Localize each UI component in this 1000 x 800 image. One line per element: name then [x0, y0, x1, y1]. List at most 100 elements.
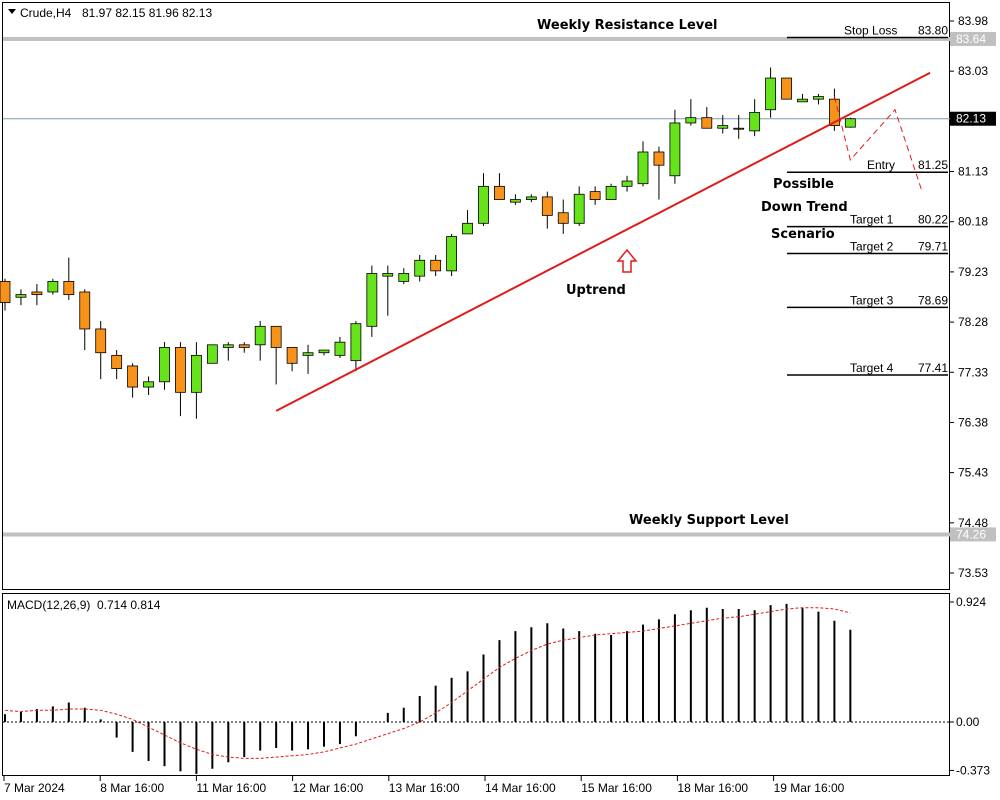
x-tick-label: 14 Mar 16:00: [485, 781, 556, 795]
candle-body: [573, 193, 585, 224]
x-tick-label: 11 Mar 16:00: [196, 781, 266, 795]
candle-body: [478, 185, 489, 224]
candle-body: [509, 199, 521, 203]
candle-body: [589, 191, 601, 200]
candle-body: [462, 222, 473, 235]
macd-tick-label: 0.924: [956, 595, 986, 609]
candle-body: [701, 117, 713, 129]
y-tick-label: 73.53: [958, 566, 988, 580]
y-tick-label: 83.03: [958, 64, 988, 78]
candle-body: [31, 291, 43, 296]
candle-body: [254, 325, 266, 346]
y-tick-label: 77.33: [958, 365, 988, 379]
y-tick-label: 78.28: [958, 315, 988, 329]
symbol-label: Crude,H4: [20, 6, 72, 20]
candle-body: [398, 273, 410, 282]
target-2-label: Target 2: [850, 240, 894, 254]
collapse-triangle-icon[interactable]: [8, 9, 16, 14]
candle-body: [541, 196, 553, 216]
candle-body: [238, 344, 250, 348]
candle-body: [717, 125, 729, 129]
resistance-line-price-label: 83.64: [956, 32, 986, 46]
candle-body: [159, 347, 170, 383]
macd-tick-label: -0.373: [956, 763, 990, 777]
candle-body: [605, 185, 617, 200]
candle-body: [15, 294, 27, 298]
candle-body: [382, 273, 394, 277]
macd-values: 0.714 0.814: [97, 598, 161, 612]
candle-body: [749, 111, 761, 132]
y-tick-label: 75.43: [958, 466, 988, 480]
support-line-price-tag: [950, 527, 996, 542]
x-tick-label: 15 Mar 16:00: [581, 781, 652, 795]
up-arrow-icon: [616, 248, 638, 273]
support-line-price-label: 74.26: [956, 527, 986, 541]
y-tick-label: 74.48: [958, 516, 988, 530]
main-pane-frame: [2, 2, 950, 590]
projected-path: [833, 96, 923, 192]
candle-body: [494, 185, 505, 200]
candle-body: [143, 381, 154, 388]
support-label: Weekly Support Level: [629, 513, 789, 528]
candle-body: [111, 354, 123, 369]
x-tick-label: 7 Mar 2024: [4, 781, 65, 795]
candle-body: [765, 77, 776, 111]
candle-body: [653, 151, 665, 166]
scenario-line-3: Scenario: [771, 227, 835, 242]
candle-body: [781, 77, 792, 100]
macd-title: MACD(12,26,9): [7, 598, 90, 612]
candle-body: [844, 118, 856, 128]
y-tick-label: 79.23: [958, 265, 988, 279]
candle-body: [0, 281, 11, 303]
candle-body: [430, 259, 442, 272]
x-tick-label: 19 Mar 16:00: [774, 781, 845, 795]
target-3-price: 78.69: [918, 293, 948, 307]
candle-body: [813, 96, 824, 100]
candle-body: [525, 196, 537, 200]
candle-body: [685, 117, 697, 124]
candle-body: [669, 122, 681, 177]
candle-body: [127, 365, 138, 388]
y-tick-label: 83.98: [958, 14, 988, 28]
candle-body: [797, 98, 808, 103]
target-4-price: 77.41: [918, 361, 948, 375]
candle-body: [302, 352, 314, 356]
candle-body: [175, 347, 186, 393]
candle-body: [318, 349, 330, 354]
entry-price: 81.25: [918, 158, 948, 172]
candle-body: [637, 151, 649, 185]
candle-body: [206, 344, 218, 364]
macd-pane-frame: [2, 593, 950, 776]
candle-body: [190, 354, 202, 393]
x-tick-label: 12 Mar 16:00: [293, 781, 364, 795]
stop-loss-price: 83.80: [918, 24, 948, 38]
candle-body: [334, 341, 346, 356]
scenario-line-2: Down Trend: [761, 200, 848, 215]
candle-body: [79, 291, 91, 330]
current-price-label: 82.13: [956, 112, 986, 126]
scenario-line-1: Possible: [773, 177, 834, 192]
target-2-price: 79.71: [918, 240, 948, 254]
candle-body: [414, 259, 426, 277]
candle-body: [366, 273, 378, 327]
y-tick-label: 81.13: [958, 165, 988, 179]
resistance-line-price-tag: [950, 31, 996, 46]
macd-tick-label: 0.00: [956, 715, 980, 729]
target-1-price: 80.22: [918, 213, 948, 227]
target-3-label: Target 3: [850, 293, 894, 307]
entry-label: Entry: [867, 158, 895, 172]
candle-body: [350, 323, 362, 362]
current-price-tag: [950, 111, 996, 126]
candle-body: [286, 347, 298, 364]
x-tick-label: 18 Mar 16:00: [677, 781, 748, 795]
stop-loss-label: Stop Loss: [844, 24, 897, 38]
candle-body: [557, 212, 569, 224]
x-tick-label: 13 Mar 16:00: [389, 781, 460, 795]
ohlc-label: 81.97 82.15 81.96 82.13: [82, 6, 212, 20]
candle-body: [95, 328, 107, 354]
candle-body: [733, 127, 745, 130]
candle-body: [621, 180, 633, 187]
uptrend-label: Uptrend: [566, 283, 626, 298]
candle-body: [63, 281, 75, 296]
